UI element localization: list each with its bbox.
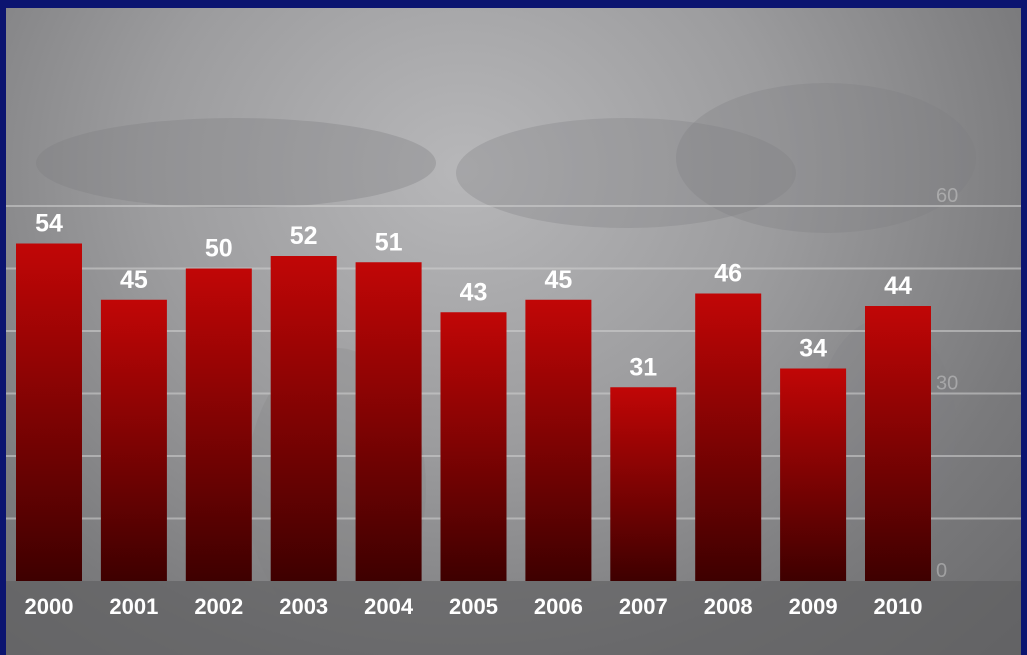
bar-2003 xyxy=(270,256,337,581)
bar-2005 xyxy=(440,312,507,581)
bar-2009 xyxy=(780,368,847,581)
value-label-2003: 52 xyxy=(290,222,318,250)
bar-2007 xyxy=(610,387,677,581)
value-label-2005: 43 xyxy=(460,278,488,306)
y-tick-label: 30 xyxy=(936,373,958,395)
value-labels: 54 45 50 52 51 43 45 31 46 34 44 xyxy=(35,210,912,382)
bar-2008 xyxy=(695,293,762,581)
value-label-2008: 46 xyxy=(714,260,742,288)
x-tick-label-2001: 2001 xyxy=(109,594,158,619)
y-axis-ticks: 0 30 60 xyxy=(936,185,958,582)
axis-band xyxy=(6,581,1021,655)
value-label-2002: 50 xyxy=(205,235,233,263)
y-tick-label: 0 xyxy=(936,560,947,582)
x-tick-label-2000: 2000 xyxy=(25,594,74,619)
x-tick-label-2010: 2010 xyxy=(874,594,923,619)
value-label-2010: 44 xyxy=(884,272,912,300)
bar-2004 xyxy=(355,262,422,581)
x-tick-label-2009: 2009 xyxy=(789,594,838,619)
x-tick-label-2006: 2006 xyxy=(534,594,583,619)
y-tick-label: 60 xyxy=(936,185,958,207)
x-axis-labels: 2000 2001 2002 2003 2004 2005 2006 2007 2008 2009… xyxy=(25,594,923,619)
bar-2000 xyxy=(16,243,82,581)
value-label-2001: 45 xyxy=(120,266,148,294)
x-tick-label-2003: 2003 xyxy=(279,594,328,619)
value-label-2006: 45 xyxy=(544,266,572,294)
value-label-2000: 54 xyxy=(35,210,63,238)
x-tick-label-2008: 2008 xyxy=(704,594,753,619)
chart-frame: 0 30 60 54 45 50 52 51 43 45 31 46 34 44 2000 2001 200… xyxy=(6,8,1021,655)
value-label-2007: 31 xyxy=(629,353,657,381)
x-tick-label-2007: 2007 xyxy=(619,594,668,619)
value-label-2004: 51 xyxy=(375,228,403,256)
x-tick-label-2004: 2004 xyxy=(364,594,414,619)
bar-2006 xyxy=(525,299,592,581)
grid-lines xyxy=(6,205,1021,520)
bars xyxy=(16,243,931,581)
bar-2001 xyxy=(100,299,167,581)
value-label-2009: 34 xyxy=(799,335,827,363)
bar-2002 xyxy=(185,268,252,581)
x-tick-label-2002: 2002 xyxy=(194,594,243,619)
bar-2010 xyxy=(865,306,931,581)
x-tick-label-2005: 2005 xyxy=(449,594,498,619)
